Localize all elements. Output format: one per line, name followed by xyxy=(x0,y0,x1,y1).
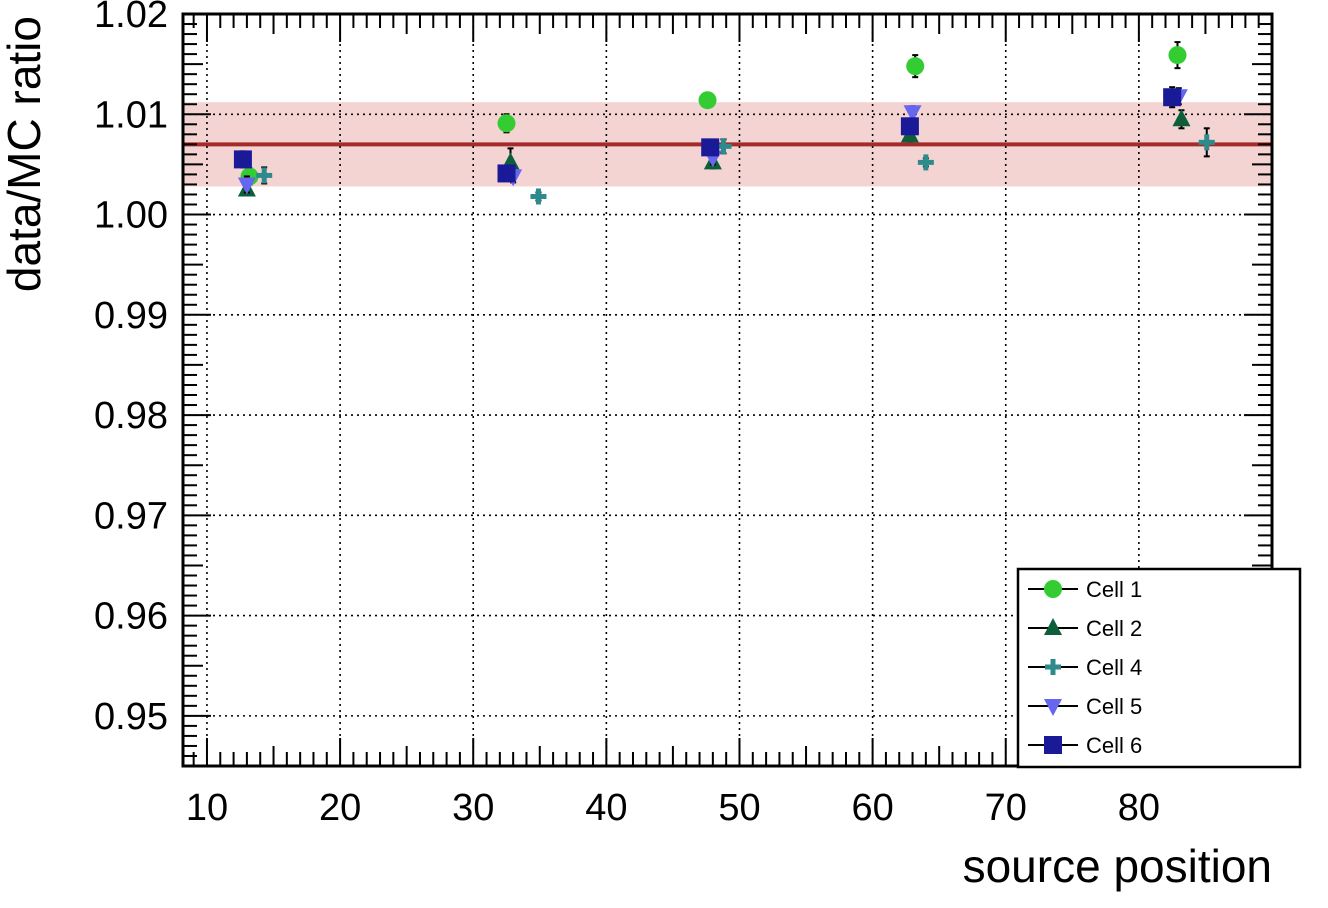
data-point xyxy=(233,150,252,169)
x-tick-label-0: 10 xyxy=(186,787,228,829)
data-point-v xyxy=(535,188,541,205)
series-3 xyxy=(256,127,1215,205)
y-tick-label-7: 1.02 xyxy=(94,0,168,36)
x-axis-title: source position xyxy=(963,840,1272,892)
legend-label: Cell 2 xyxy=(1086,616,1142,641)
data-point xyxy=(497,164,516,183)
legend-marker-v xyxy=(1050,659,1056,675)
data-point xyxy=(497,114,516,133)
legend-marker xyxy=(1044,736,1062,754)
tick-label-layer: 10 20 30 40 50 60 70 80 0.95 0.96 0.97 0.98 0.99 1.00… xyxy=(94,0,1160,829)
data-point-v xyxy=(923,154,929,171)
legend-entry-5: Cell 6 xyxy=(1028,733,1142,758)
x-tick-label-2: 30 xyxy=(452,787,494,829)
data-point-v xyxy=(261,167,267,184)
series-5 xyxy=(233,86,1182,183)
data-layer xyxy=(233,41,1215,205)
x-tick-label-6: 70 xyxy=(985,787,1027,829)
legend-marker xyxy=(1045,659,1061,675)
data-point xyxy=(1198,134,1215,151)
data-point-v xyxy=(1204,134,1210,151)
legend-label: Cell 6 xyxy=(1086,733,1142,758)
legend-entry-1: Cell 1 xyxy=(1028,577,1142,602)
x-tick-label-3: 40 xyxy=(585,787,627,829)
data-point xyxy=(715,138,732,155)
legend-entry-2: Cell 2 xyxy=(1028,616,1142,641)
y-tick-label-6: 1.01 xyxy=(94,94,168,136)
legend-marker xyxy=(1044,580,1062,598)
data-point xyxy=(906,57,925,76)
data-point xyxy=(1168,46,1187,65)
y-tick-label-2: 0.97 xyxy=(94,495,168,537)
x-tick-label-7: 80 xyxy=(1118,787,1160,829)
data-point xyxy=(698,91,717,110)
data-point-v xyxy=(721,138,727,155)
legend-label: Cell 4 xyxy=(1086,655,1142,680)
legend-entry-3: Cell 4 xyxy=(1028,655,1142,680)
legend-marker xyxy=(1044,699,1062,716)
data-point xyxy=(1172,109,1191,127)
series-1 xyxy=(240,41,1187,186)
y-tick-label-5: 1.00 xyxy=(94,195,168,237)
data-point xyxy=(701,138,720,157)
data-point xyxy=(530,188,547,205)
legend-marker xyxy=(1044,618,1062,635)
y-tick-label-1: 0.96 xyxy=(94,596,168,638)
x-tick-label-5: 60 xyxy=(851,787,893,829)
data-point xyxy=(1163,88,1182,107)
y-tick-label-0: 0.95 xyxy=(94,696,168,738)
data-point xyxy=(256,167,273,184)
data-point xyxy=(900,117,919,136)
x-tick-label-4: 50 xyxy=(718,787,760,829)
legend: Cell 1 Cell 2 Cell 4 Cell 5 Cell 6 xyxy=(1016,567,1302,769)
data-point xyxy=(903,105,922,123)
y-tick-label-3: 0.98 xyxy=(94,395,168,437)
legend-entry-4: Cell 5 xyxy=(1028,694,1142,719)
data-point xyxy=(237,177,256,195)
x-tick-label-1: 20 xyxy=(319,787,361,829)
y-tick-label-4: 0.99 xyxy=(94,295,168,337)
y-axis-title: data/MC ratio xyxy=(0,16,50,292)
data-point xyxy=(917,154,934,171)
legend-label: Cell 1 xyxy=(1086,577,1142,602)
legend-label: Cell 5 xyxy=(1086,694,1142,719)
plot-frame xyxy=(181,12,1274,768)
